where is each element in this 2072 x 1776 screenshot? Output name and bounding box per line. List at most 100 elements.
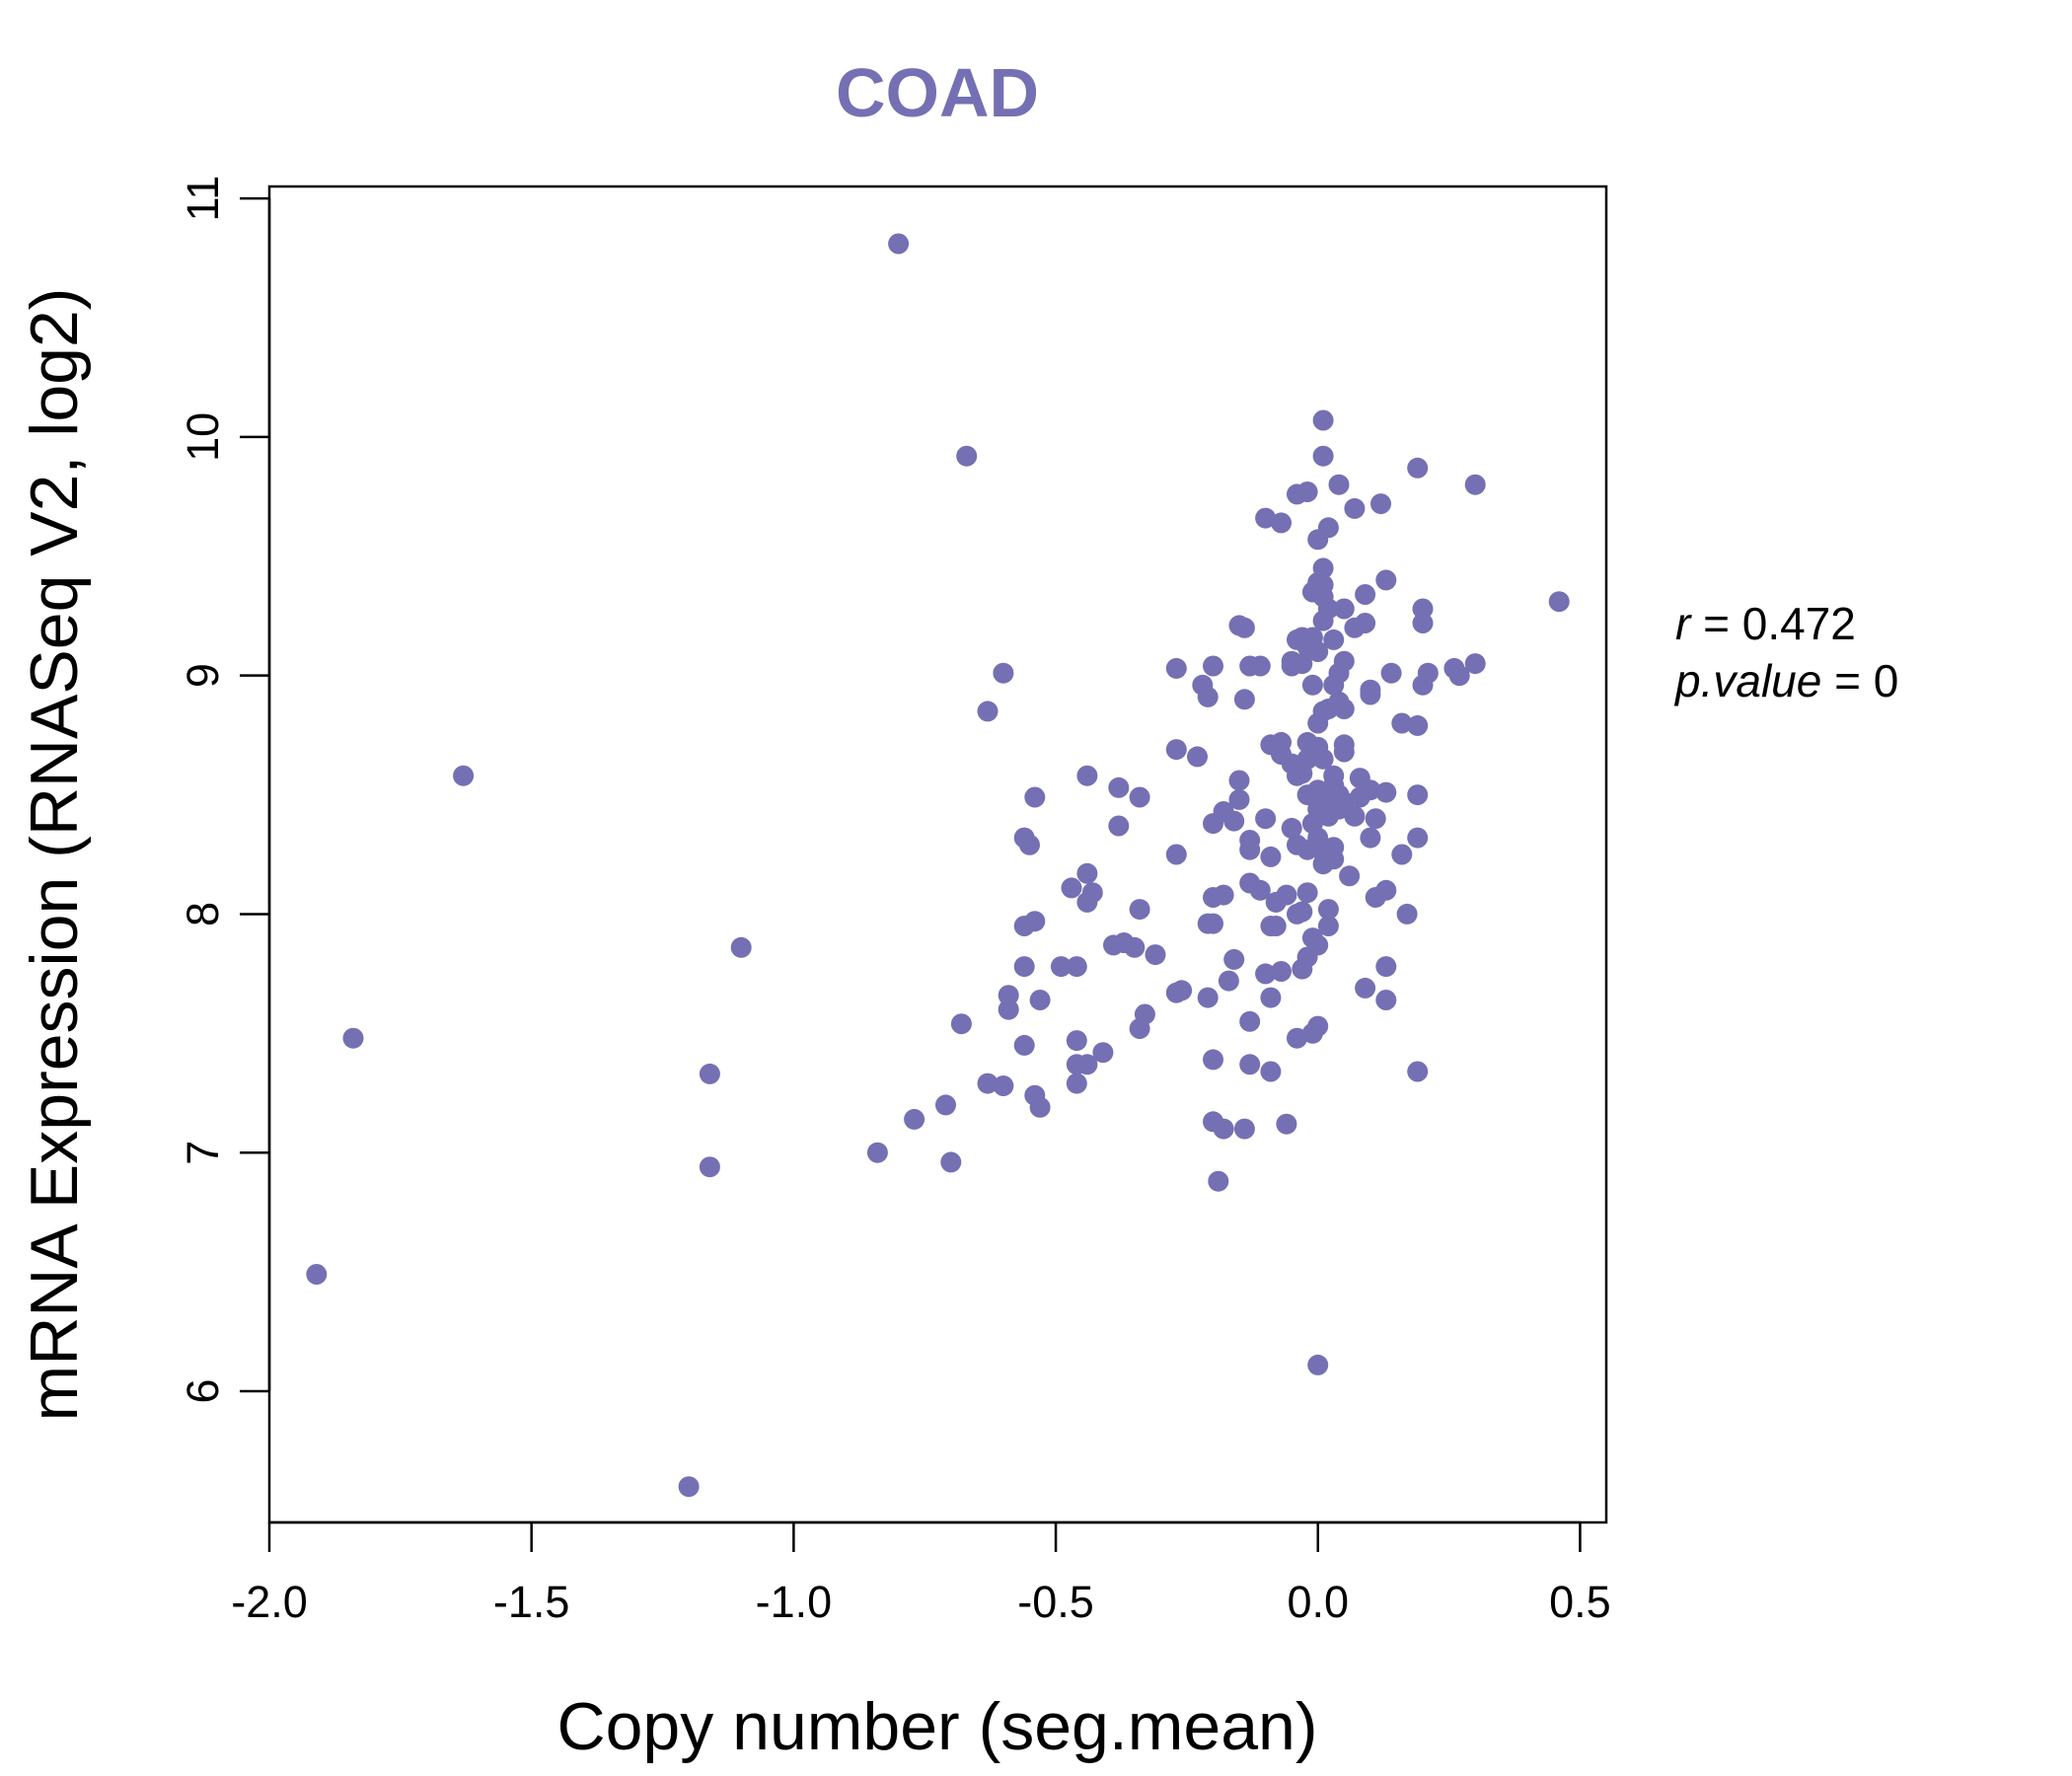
data-point (1129, 786, 1150, 808)
data-point (1066, 1030, 1087, 1052)
x-tick-label: -1.0 (756, 1577, 833, 1627)
data-point (1165, 657, 1187, 679)
x-tick-label: 0.5 (1549, 1577, 1611, 1627)
data-point (1171, 980, 1193, 1001)
data-point (1239, 839, 1261, 860)
data-point (1197, 987, 1219, 1008)
data-point (956, 445, 978, 467)
data-point (1407, 1061, 1429, 1082)
data-point (1391, 844, 1413, 865)
data-point (1213, 884, 1234, 906)
data-point (1223, 810, 1245, 832)
data-point (1124, 936, 1146, 958)
data-point (1307, 1354, 1329, 1375)
data-point (1312, 748, 1334, 770)
data-point (1024, 911, 1046, 932)
x-tick-label: 0.0 (1287, 1577, 1349, 1627)
data-point (1024, 786, 1046, 808)
data-point (1249, 879, 1271, 901)
data-point (1260, 1061, 1282, 1082)
data-point (1344, 497, 1366, 519)
data-point (1218, 970, 1239, 992)
y-tick-label: 7 (178, 1141, 228, 1165)
data-point (1271, 731, 1292, 753)
y-axis: 6 7 8 9 10 11 (178, 176, 271, 1404)
data-point (1223, 948, 1245, 970)
data-point (1276, 884, 1297, 906)
data-point (1066, 1054, 1087, 1075)
data-point (1260, 846, 1282, 867)
x-axis: -2.0 -1.5 -1.0 -0.5 0.0 0.5 (231, 1520, 1611, 1627)
data-point (1029, 990, 1051, 1010)
r-value: 0.472 (1742, 598, 1856, 649)
data-point (1208, 1170, 1229, 1192)
data-point (977, 1073, 999, 1094)
data-point (998, 985, 1019, 1006)
data-point (730, 936, 752, 958)
data-point (1317, 899, 1339, 921)
data-point (1271, 961, 1292, 982)
data-point (699, 1063, 720, 1084)
data-point (1255, 808, 1277, 830)
data-point (1296, 946, 1318, 968)
data-point (1287, 765, 1307, 786)
data-point (1287, 903, 1307, 925)
data-point (1013, 956, 1035, 978)
data-point (993, 662, 1014, 684)
data-point (1301, 674, 1323, 696)
data-point (1203, 1049, 1223, 1071)
data-point (1260, 987, 1282, 1008)
data-point (1307, 798, 1329, 820)
data-point (1333, 598, 1355, 620)
data-point (678, 1476, 700, 1498)
data-point (1296, 731, 1318, 753)
data-point (1396, 903, 1418, 925)
y-tick-label: 9 (178, 663, 228, 688)
data-point (1355, 977, 1376, 999)
data-point (1307, 1015, 1329, 1037)
data-point (1375, 990, 1397, 1010)
data-point (1066, 1073, 1087, 1094)
data-point (1108, 777, 1130, 798)
data-point (1050, 956, 1072, 978)
data-point (1407, 784, 1429, 806)
data-point (1265, 916, 1287, 936)
data-point (1296, 882, 1318, 904)
data-point (1228, 788, 1250, 810)
data-point (1233, 1118, 1255, 1140)
data-point (940, 1151, 962, 1173)
data-point (1375, 956, 1397, 978)
y-axis-title: mRNA Expression (RNASeq V2, log2) (17, 288, 92, 1422)
data-point (1349, 768, 1370, 789)
data-point (1333, 741, 1355, 763)
data-point (1076, 891, 1098, 913)
data-point (1360, 827, 1381, 849)
data-point (1323, 629, 1345, 650)
data-point (1165, 739, 1187, 761)
data-point (1312, 445, 1334, 467)
y-tick-label: 6 (178, 1379, 228, 1404)
data-point (1239, 1010, 1261, 1032)
data-point (1029, 1096, 1051, 1118)
x-tick-label: -1.5 (493, 1577, 570, 1627)
data-point (1328, 662, 1350, 684)
data-point (1407, 457, 1429, 479)
data-point (1061, 877, 1082, 899)
data-point (1276, 1113, 1297, 1135)
data-point (1464, 653, 1486, 675)
data-point (904, 1108, 925, 1130)
data-point (1233, 689, 1255, 710)
data-point (1292, 653, 1313, 675)
data-point (1076, 765, 1098, 786)
correlation-stat: r = 0.472 (1675, 598, 1856, 649)
data-point (1412, 598, 1434, 620)
data-point (1328, 784, 1350, 806)
data-point (1380, 662, 1402, 684)
data-point (1312, 574, 1334, 596)
data-point (1013, 1034, 1035, 1056)
data-point (1375, 781, 1397, 803)
x-axis-title: Copy number (seg.mean) (556, 1689, 1317, 1764)
data-point (1271, 512, 1292, 534)
x-tick-label: -2.0 (231, 1577, 308, 1627)
